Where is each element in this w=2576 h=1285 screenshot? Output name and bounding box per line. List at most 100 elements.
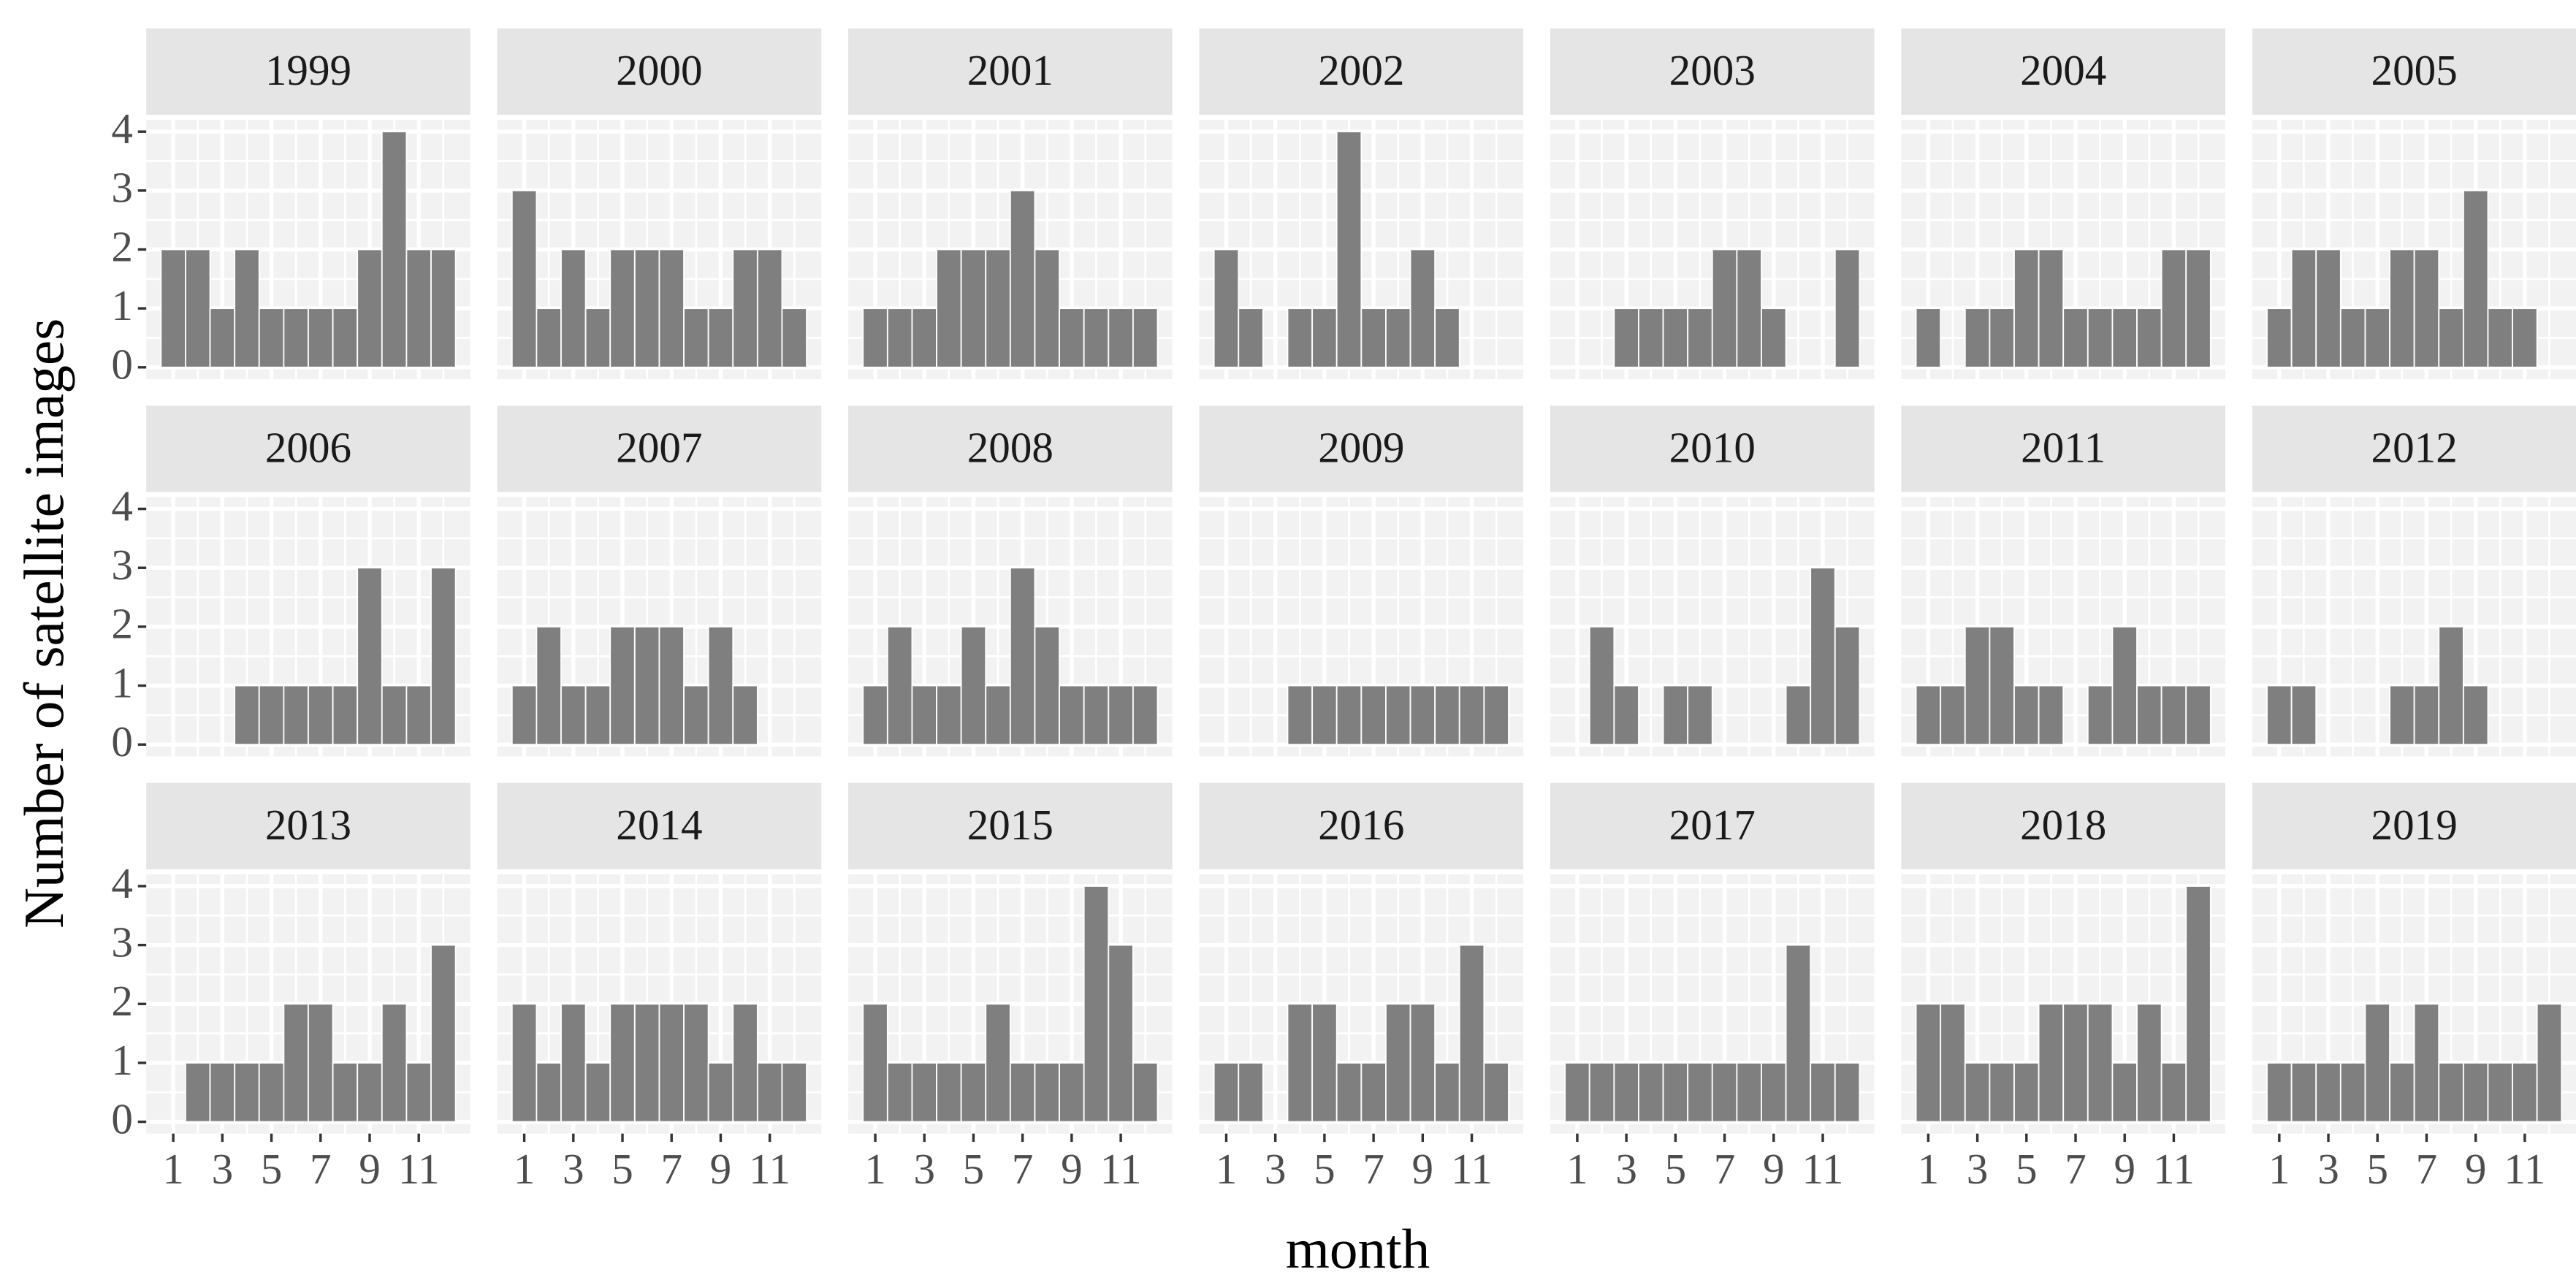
bar: [560, 1003, 587, 1123]
bar: [2438, 1062, 2464, 1123]
x-tick-label: 7: [2065, 1145, 2087, 1193]
bar: [283, 1003, 309, 1123]
bar: [985, 685, 1011, 746]
y-tick-label: 4: [111, 481, 133, 530]
x-tick-label: 9: [1061, 1145, 1083, 1193]
bar: [1409, 1003, 1436, 1123]
bar: [683, 1003, 709, 1123]
bar: [332, 685, 359, 746]
x-tick-label: 9: [710, 1145, 732, 1193]
strip: [146, 782, 470, 870]
bar: [633, 625, 660, 746]
y-tick-label: 2: [111, 977, 133, 1025]
bar: [1662, 308, 1689, 368]
bar: [1360, 308, 1387, 368]
bar: [2413, 685, 2440, 746]
bar: [2290, 685, 2317, 746]
bar: [1009, 567, 1036, 746]
bar: [1385, 308, 1411, 368]
x-tick-label: 5: [261, 1145, 283, 1193]
bar: [1059, 1062, 1085, 1123]
bar: [1059, 685, 1085, 746]
bar: [1335, 685, 1363, 746]
bar: [2185, 885, 2211, 1123]
panel-title: 2001: [967, 46, 1053, 94]
x-tick-label: 9: [2465, 1145, 2487, 1193]
bar: [2438, 625, 2464, 746]
bar: [707, 308, 734, 368]
bar: [1785, 944, 1812, 1123]
bar: [1287, 685, 1314, 746]
x-tick-label: 3: [1967, 1145, 1989, 1193]
x-tick-label: 9: [1763, 1145, 1785, 1193]
bar: [511, 685, 538, 746]
x-tick-label: 1: [2268, 1145, 2290, 1193]
bar: [1915, 1003, 1942, 1123]
bar: [1311, 685, 1338, 746]
bar: [536, 625, 562, 746]
bar: [2136, 1003, 2162, 1123]
bar: [584, 685, 611, 746]
bar: [707, 625, 734, 746]
bar: [1810, 1062, 1836, 1123]
bar: [308, 308, 334, 368]
bar: [1940, 1003, 1966, 1123]
bar: [683, 685, 709, 746]
bar: [234, 1062, 260, 1123]
bar: [1638, 308, 1664, 368]
bar: [1687, 685, 1713, 746]
y-tick-label: 0: [111, 717, 133, 766]
strip: [1550, 28, 1875, 115]
bar: [1360, 1062, 1387, 1123]
bar: [1662, 685, 1689, 746]
bar: [2266, 1062, 2293, 1123]
bar: [185, 1062, 211, 1123]
x-tick-label: 5: [611, 1145, 633, 1193]
x-tick-label: 1: [864, 1145, 886, 1193]
x-tick-label: 7: [1714, 1145, 1736, 1193]
panel-title: 2015: [967, 801, 1053, 849]
strip: [2252, 28, 2576, 115]
bar: [1687, 1062, 1713, 1123]
bar: [862, 308, 888, 368]
x-axis-label: month: [1286, 1218, 1430, 1281]
bar: [1034, 248, 1060, 368]
bar: [2462, 189, 2489, 368]
bar: [886, 625, 913, 746]
bar: [1761, 308, 1787, 368]
strip: [2252, 405, 2576, 492]
bar: [357, 567, 383, 746]
x-tick-label: 7: [310, 1145, 332, 1193]
x-tick-label: 11: [398, 1145, 440, 1193]
x-tick-label: 11: [1100, 1145, 1142, 1193]
bar: [609, 625, 636, 746]
bar: [430, 944, 457, 1123]
y-tick-label: 4: [111, 859, 133, 907]
panel-title: 2012: [2371, 424, 2458, 472]
bar: [209, 308, 236, 368]
x-tick-label: 7: [660, 1145, 682, 1193]
strip: [1550, 405, 1875, 492]
bar: [381, 131, 408, 368]
bar: [2512, 1062, 2538, 1123]
bar: [1360, 685, 1387, 746]
x-tick-label: 1: [162, 1145, 184, 1193]
x-tick-label: 3: [563, 1145, 584, 1193]
bar: [2087, 1003, 2114, 1123]
bar: [1311, 1003, 1338, 1123]
bar: [1964, 1062, 1991, 1123]
x-tick-label: 5: [2366, 1145, 2388, 1193]
bar: [1810, 567, 1836, 746]
bar: [1834, 625, 1861, 746]
bar: [209, 1062, 236, 1123]
bar: [2160, 1062, 2187, 1123]
bar: [1613, 308, 1639, 368]
bar: [658, 248, 685, 368]
bar: [633, 248, 660, 368]
bar: [332, 1062, 359, 1123]
strip: [497, 28, 822, 115]
bar: [1434, 308, 1460, 368]
bar: [2062, 1003, 2089, 1123]
